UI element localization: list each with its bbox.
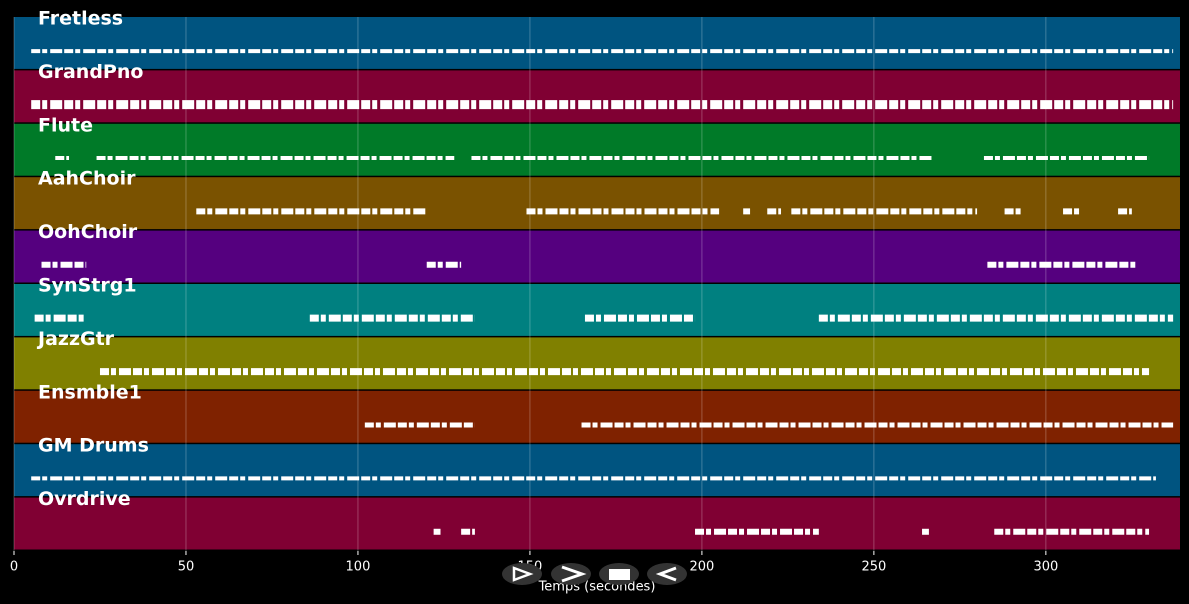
back-icon	[655, 566, 677, 582]
track-label: OohChoir	[38, 221, 138, 243]
track-band	[14, 497, 1180, 550]
track-label: Ensmble1	[38, 381, 142, 403]
track-label: Flute	[38, 114, 93, 136]
playback-controls	[502, 563, 687, 585]
track-band	[14, 337, 1180, 390]
track-label: Ovrdrive	[38, 488, 131, 510]
track-label: JazzGtr	[36, 328, 115, 350]
track-band	[14, 70, 1180, 123]
stop-icon	[609, 569, 630, 580]
track-band	[14, 17, 1180, 69]
x-tick-label: 300	[1033, 560, 1058, 575]
track-band	[14, 284, 1180, 336]
forward-icon	[561, 565, 587, 583]
track-label: GrandPno	[38, 61, 143, 83]
x-tick-label: 0	[10, 560, 18, 575]
x-tick-label: 100	[346, 560, 371, 575]
track-band	[14, 390, 1180, 443]
forward-button[interactable]	[551, 563, 591, 585]
x-axis-label: Temps (secondes)	[538, 580, 656, 595]
play-icon	[512, 566, 534, 582]
play-button[interactable]	[502, 563, 542, 585]
back-button[interactable]	[647, 563, 687, 585]
track-band	[14, 230, 1180, 283]
track-band	[14, 123, 1180, 176]
track-label: AahChoir	[38, 168, 136, 190]
x-tick-label: 50	[178, 560, 195, 575]
x-tick-label: 200	[689, 560, 714, 575]
track-label: SynStrg1	[38, 275, 137, 297]
track-label: Fretless	[38, 8, 123, 30]
track-band	[14, 177, 1180, 230]
track-band	[14, 444, 1180, 497]
x-tick-label: 250	[861, 560, 886, 575]
track-label: GM Drums	[38, 435, 149, 457]
